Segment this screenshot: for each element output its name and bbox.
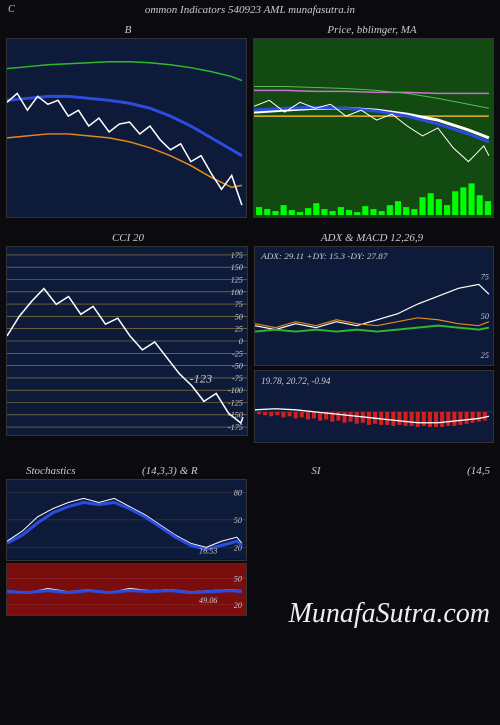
svg-text:50: 50 [235, 312, 243, 321]
bollinger-chart [6, 38, 247, 218]
row3: 80 50 20 16.53 50 20 49.06 [6, 479, 247, 616]
svg-text:0: 0 [239, 337, 243, 346]
macd-chart: 19.78, 20.72, -0.94 [254, 370, 494, 443]
row2-left-title: CCI 20 [6, 232, 250, 244]
price-ma-chart [253, 38, 494, 218]
svg-text:80: 80 [234, 488, 242, 497]
row2-right-title: ADX & MACD 12,26,9 [250, 232, 494, 244]
svg-text:ADX: 29.11 +DY: 15.3 -DY: 27.8: ADX: 29.11 +DY: 15.3 -DY: 27.87 [260, 251, 388, 261]
svg-text:25: 25 [235, 325, 243, 334]
svg-text:25: 25 [481, 351, 489, 360]
row1 [0, 38, 500, 218]
watermark: MunafaSutra.com [289, 598, 490, 630]
row1-titles: B Price, bblimger, MA [0, 20, 500, 38]
svg-text:75: 75 [235, 300, 243, 309]
cci-chart: 1751501251007550250-25-50-75-100-125-150… [6, 246, 248, 436]
si-params: (14,5 [374, 465, 494, 477]
svg-text:-75: -75 [232, 374, 243, 383]
svg-text:-25: -25 [232, 349, 243, 358]
adx-chart: ADX: 29.11 +DY: 15.3 -DY: 27.87 75 50 25 [254, 246, 494, 366]
svg-text:-100: -100 [228, 386, 243, 395]
si-title: SI [258, 465, 374, 477]
svg-text:175: 175 [231, 251, 243, 260]
svg-text:-175: -175 [228, 423, 243, 432]
corner-label: C [8, 4, 15, 15]
svg-text:50: 50 [234, 574, 242, 583]
svg-text:75: 75 [481, 273, 489, 282]
page-header: ommon Indicators 540923 AML munafasutra.… [0, 0, 500, 20]
svg-text:19.78, 20.72, -0.94: 19.78, 20.72, -0.94 [261, 377, 331, 387]
row1-right-title: Price, bblimger, MA [250, 24, 494, 36]
svg-text:50: 50 [481, 312, 489, 321]
row2: 1751501251007550250-25-50-75-100-125-150… [0, 246, 500, 443]
svg-text:50: 50 [234, 516, 242, 525]
svg-text:-125: -125 [228, 399, 243, 408]
stoch-title: Stochastics [6, 465, 142, 477]
svg-text:49.06: 49.06 [199, 596, 218, 605]
stochastics-chart: 80502016.53 [6, 479, 247, 561]
svg-text:125: 125 [231, 276, 243, 285]
stoch-params: (14,3,3) & R [142, 465, 258, 477]
svg-text:16.53: 16.53 [199, 547, 217, 556]
rsi-chart: 50 20 49.06 [6, 563, 247, 616]
svg-text:-123: -123 [190, 372, 213, 386]
row3-titles: Stochastics (14,3,3) & R SI (14,5 [0, 461, 500, 479]
svg-text:100: 100 [231, 288, 243, 297]
svg-text:20: 20 [234, 601, 242, 610]
svg-text:-50: -50 [232, 362, 243, 371]
svg-text:150: 150 [231, 263, 243, 272]
row1-left-title: B [6, 24, 250, 36]
row2-titles: CCI 20 ADX & MACD 12,26,9 [0, 228, 500, 246]
